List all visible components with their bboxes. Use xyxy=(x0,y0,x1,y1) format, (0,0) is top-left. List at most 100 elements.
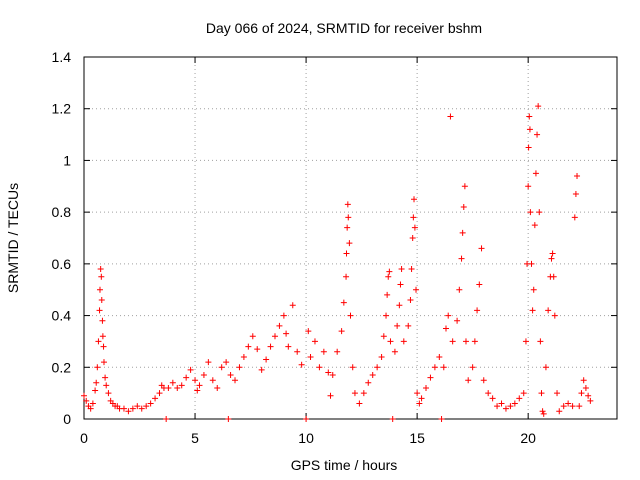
data-point xyxy=(440,364,447,371)
data-point xyxy=(258,366,265,373)
data-point xyxy=(346,240,353,247)
data-point xyxy=(405,322,412,329)
data-point xyxy=(469,364,476,371)
data-point xyxy=(385,273,392,280)
data-point xyxy=(305,328,312,335)
data-point xyxy=(411,196,418,203)
data-point xyxy=(263,356,270,363)
data-point xyxy=(169,379,176,386)
data-point xyxy=(225,416,232,422)
data-point xyxy=(227,372,234,379)
data-point xyxy=(214,384,221,391)
data-point xyxy=(460,203,467,210)
data-point xyxy=(461,183,468,190)
data-point xyxy=(462,338,469,345)
data-point xyxy=(471,338,478,345)
data-point xyxy=(254,346,261,353)
data-point xyxy=(529,307,536,314)
data-point xyxy=(511,400,518,407)
data-point xyxy=(218,364,225,371)
data-point xyxy=(89,400,96,407)
data-point xyxy=(489,395,496,402)
data-point xyxy=(343,250,350,257)
data-point xyxy=(147,400,154,407)
data-point xyxy=(525,144,532,151)
data-point xyxy=(526,126,533,133)
data-point xyxy=(360,390,367,397)
data-point xyxy=(196,382,203,389)
data-point xyxy=(396,302,403,309)
data-point xyxy=(94,364,101,371)
data-point xyxy=(307,353,314,360)
data-point xyxy=(120,405,127,412)
x-tick-label: 20 xyxy=(520,430,536,446)
data-point xyxy=(283,330,290,337)
data-point xyxy=(232,377,239,384)
data-point xyxy=(407,297,414,304)
data-point xyxy=(325,369,332,376)
data-point xyxy=(105,390,112,397)
data-point xyxy=(347,312,354,319)
data-point xyxy=(183,374,190,381)
data-point xyxy=(209,377,216,384)
data-point xyxy=(572,191,579,198)
data-point xyxy=(387,338,394,345)
data-point xyxy=(338,328,345,335)
data-point xyxy=(454,317,461,324)
data-point xyxy=(96,286,103,293)
data-point xyxy=(578,390,585,397)
data-point xyxy=(442,325,449,332)
data-point xyxy=(100,343,107,350)
data-point xyxy=(485,390,492,397)
data-point xyxy=(456,286,463,293)
data-point xyxy=(194,387,201,394)
data-point xyxy=(542,364,549,371)
x-tick-label: 10 xyxy=(298,430,314,446)
data-point xyxy=(386,268,393,275)
data-point xyxy=(574,172,581,179)
data-point xyxy=(365,379,372,386)
data-point xyxy=(100,359,107,366)
data-point xyxy=(571,214,578,221)
data-point xyxy=(138,405,145,412)
data-point xyxy=(465,377,472,384)
data-point xyxy=(163,416,170,422)
data-point xyxy=(329,372,336,379)
data-point xyxy=(445,312,452,319)
data-point xyxy=(507,403,514,410)
data-point xyxy=(534,131,541,138)
data-point xyxy=(134,403,141,410)
data-point xyxy=(476,281,483,288)
data-point xyxy=(143,403,150,410)
data-point xyxy=(538,390,545,397)
data-point xyxy=(408,266,415,273)
data-point xyxy=(378,353,385,360)
data-point xyxy=(414,390,421,397)
data-point xyxy=(537,338,544,345)
data-point xyxy=(548,255,555,262)
data-point xyxy=(416,400,423,407)
data-point xyxy=(311,338,318,345)
data-point xyxy=(582,384,589,391)
data-point xyxy=(316,364,323,371)
data-point xyxy=(345,214,352,221)
y-tick-label: 0.8 xyxy=(52,204,72,220)
data-point xyxy=(280,312,287,319)
data-point xyxy=(298,361,305,368)
data-point xyxy=(303,416,310,422)
data-point xyxy=(535,103,542,110)
data-point xyxy=(526,113,533,120)
data-point xyxy=(411,224,418,231)
data-point xyxy=(565,400,572,407)
data-point xyxy=(165,384,172,391)
data-point xyxy=(98,273,105,280)
data-point xyxy=(478,245,485,252)
data-point xyxy=(369,372,376,379)
data-point xyxy=(400,338,407,345)
data-point xyxy=(380,333,387,340)
data-point xyxy=(178,382,185,389)
data-point xyxy=(294,348,301,355)
y-tick-labels: 0 0.2 0.4 0.6 0.8 1 1.2 1.4 xyxy=(52,49,72,427)
